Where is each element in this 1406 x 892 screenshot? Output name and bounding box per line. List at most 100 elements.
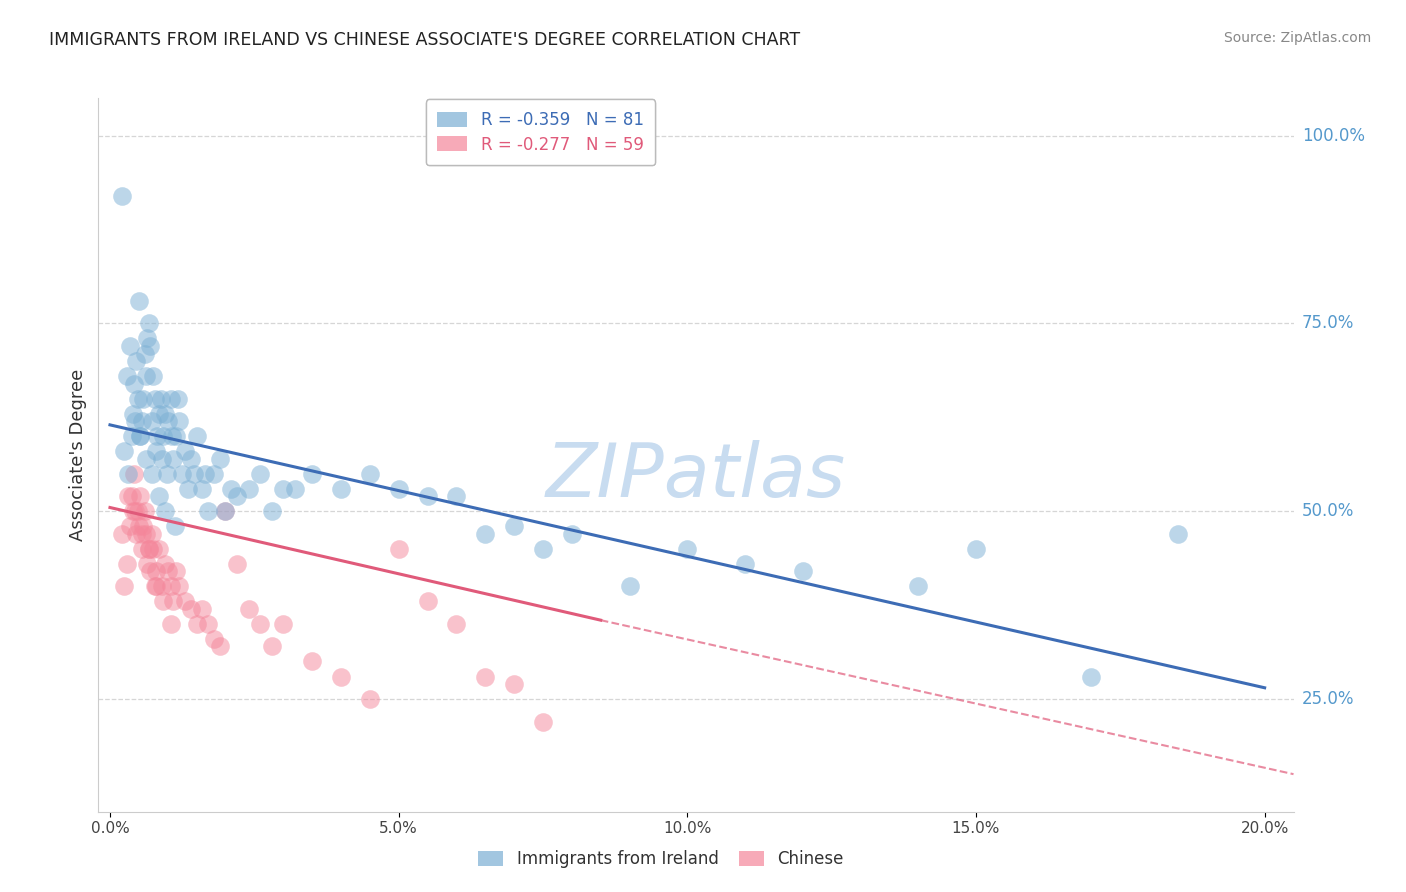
Point xyxy=(197,616,219,631)
Point xyxy=(155,504,177,518)
Point xyxy=(156,414,179,428)
Point xyxy=(120,339,142,353)
Point xyxy=(208,451,231,466)
Legend: Immigrants from Ireland, Chinese: Immigrants from Ireland, Chinese xyxy=(471,844,851,875)
Point xyxy=(174,594,197,608)
Point xyxy=(159,616,181,631)
Point xyxy=(145,565,167,579)
Point xyxy=(159,579,181,593)
Point xyxy=(148,489,170,503)
Point xyxy=(388,482,411,496)
Point xyxy=(129,429,152,443)
Point xyxy=(167,579,190,593)
Point xyxy=(359,467,381,481)
Point xyxy=(180,451,202,466)
Point xyxy=(139,565,162,579)
Point xyxy=(162,451,184,466)
Point xyxy=(122,467,145,481)
Point xyxy=(202,632,225,646)
Point xyxy=(163,519,186,533)
Point xyxy=(619,579,641,593)
Point xyxy=(117,489,139,503)
Point xyxy=(150,579,173,593)
Point xyxy=(155,467,177,481)
Point xyxy=(238,602,260,616)
Point xyxy=(531,541,554,556)
Point xyxy=(153,557,176,571)
Point xyxy=(134,504,156,518)
Text: 25.0%: 25.0% xyxy=(1302,690,1354,708)
Point xyxy=(159,392,181,406)
Point xyxy=(127,504,149,518)
Text: Source: ZipAtlas.com: Source: ZipAtlas.com xyxy=(1223,31,1371,45)
Point xyxy=(152,429,174,443)
Point xyxy=(191,482,214,496)
Point xyxy=(112,444,135,458)
Point xyxy=(124,504,146,518)
Point xyxy=(162,429,184,443)
Point xyxy=(134,346,156,360)
Point xyxy=(271,616,294,631)
Point xyxy=(329,669,352,683)
Point xyxy=(301,655,323,669)
Point xyxy=(117,369,139,384)
Text: 50.0%: 50.0% xyxy=(1302,502,1354,520)
Point xyxy=(172,467,194,481)
Point xyxy=(129,489,152,503)
Text: ZIPatlas: ZIPatlas xyxy=(546,441,846,512)
Point xyxy=(165,429,187,443)
Point xyxy=(141,414,163,428)
Point xyxy=(148,407,170,421)
Point xyxy=(186,429,208,443)
Point xyxy=(138,541,160,556)
Point xyxy=(238,482,260,496)
Point xyxy=(249,616,271,631)
Point xyxy=(153,407,176,421)
Point xyxy=(127,392,149,406)
Point xyxy=(142,541,165,556)
Point xyxy=(503,519,526,533)
Point xyxy=(120,519,142,533)
Point xyxy=(125,526,148,541)
Y-axis label: Associate's Degree: Associate's Degree xyxy=(69,368,87,541)
Point xyxy=(734,557,756,571)
Point xyxy=(122,504,145,518)
Point xyxy=(110,188,132,202)
Point xyxy=(226,557,249,571)
Point xyxy=(141,526,163,541)
Point xyxy=(329,482,352,496)
Point xyxy=(214,504,236,518)
Point xyxy=(561,526,583,541)
Point xyxy=(301,467,323,481)
Point xyxy=(167,392,190,406)
Point xyxy=(792,565,814,579)
Point xyxy=(122,376,145,391)
Point xyxy=(122,407,145,421)
Point xyxy=(180,602,202,616)
Point xyxy=(139,339,162,353)
Point xyxy=(202,467,225,481)
Point xyxy=(128,519,150,533)
Point xyxy=(121,489,143,503)
Point xyxy=(145,444,167,458)
Point xyxy=(965,541,987,556)
Point xyxy=(135,526,157,541)
Point xyxy=(183,467,205,481)
Point xyxy=(131,414,153,428)
Point xyxy=(143,579,166,593)
Point xyxy=(143,392,166,406)
Point xyxy=(112,579,135,593)
Point xyxy=(142,369,165,384)
Point xyxy=(226,489,249,503)
Point xyxy=(531,714,554,729)
Point xyxy=(121,429,143,443)
Point xyxy=(125,354,148,368)
Point xyxy=(219,482,242,496)
Point xyxy=(136,557,159,571)
Point xyxy=(260,504,283,518)
Point xyxy=(388,541,411,556)
Point xyxy=(131,526,153,541)
Point xyxy=(138,317,160,331)
Point xyxy=(474,526,496,541)
Point xyxy=(132,519,155,533)
